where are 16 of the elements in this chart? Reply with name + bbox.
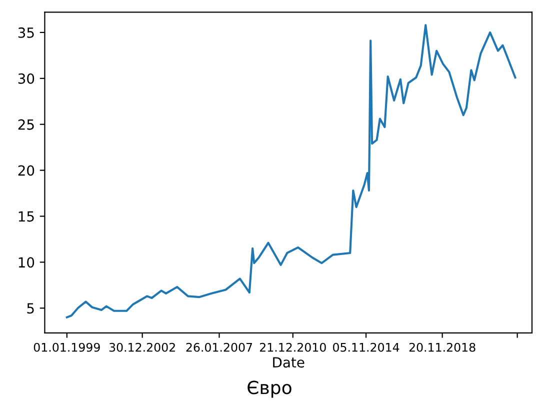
x-tick-label: 21.12.2010: [260, 342, 326, 352]
y-tick-label: 5: [27, 303, 34, 314]
x-tick-label: 30.12.2002: [109, 342, 175, 352]
text: Євро: [248, 380, 292, 398]
x-tick-label: 20.11.2018: [409, 342, 476, 352]
line-series: [66, 24, 516, 318]
x-tick-label: 01.01.1999: [34, 342, 100, 352]
x-axis-title: Date: [273, 357, 304, 368]
y-tick-label: 10: [18, 257, 34, 268]
y-tick-label: 30: [18, 73, 34, 84]
x-tick-label: 05.11.2014: [333, 342, 400, 352]
y-tick-label: 20: [18, 165, 34, 176]
y-tick-label: 25: [18, 119, 34, 130]
x-tick-label: 26.01.2007: [186, 342, 252, 352]
y-tick-label: 15: [18, 211, 34, 222]
y-tick-label: 35: [18, 27, 34, 38]
